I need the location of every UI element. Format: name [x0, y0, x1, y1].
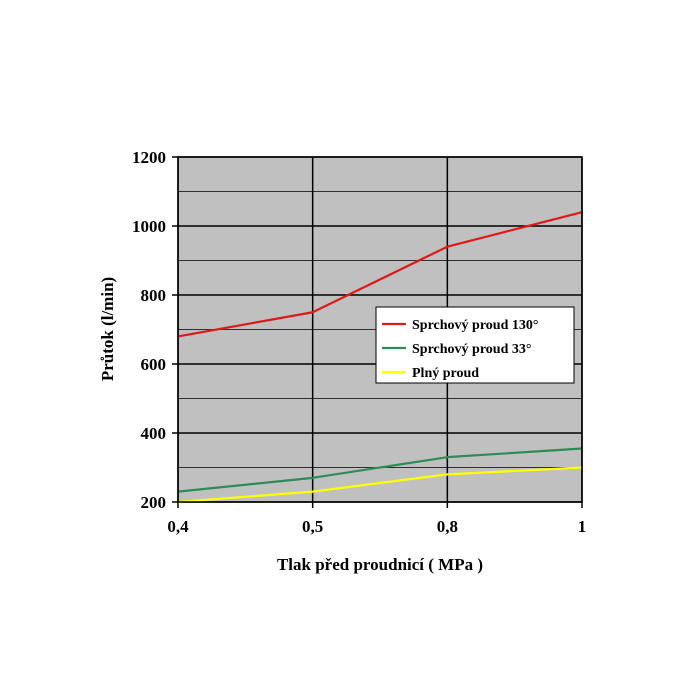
- y-tick-label: 200: [141, 493, 167, 512]
- x-tick-label: 1: [578, 517, 587, 536]
- series-line: [177, 466, 583, 504]
- legend: Sprchový proud 130° Sprchový proud 33° Pln…: [375, 306, 575, 384]
- y-tick-label: 800: [141, 286, 167, 305]
- x-tick-label: 0,4: [167, 517, 189, 536]
- y-axis-title: Průtok (l/min): [98, 277, 117, 381]
- x-axis-title: Tlak před proudnicí ( MPa ): [277, 555, 483, 574]
- x-tick-label: 0,8: [437, 517, 458, 536]
- x-tick-labels: 0,4 0,5 0,8 1: [167, 517, 586, 536]
- y-tick-labels: 200 400 600 800 1000 1200: [132, 148, 166, 512]
- y-tick-label: 600: [141, 355, 167, 374]
- series-line: [177, 211, 583, 338]
- series-line: [177, 447, 583, 493]
- y-tick-label: 1200: [132, 148, 166, 167]
- x-tick-label: 0,5: [302, 517, 323, 536]
- legend-box: [375, 306, 575, 384]
- legend-label: Sprchový proud 33°: [412, 342, 531, 357]
- y-tick-label: 400: [141, 424, 167, 443]
- legend-label: Sprchový proud 130°: [412, 318, 538, 333]
- legend-label: Plný proud: [412, 366, 479, 381]
- y-tick-label: 1000: [132, 217, 166, 236]
- plot-frame: [177, 156, 583, 503]
- series-lines: [177, 211, 583, 504]
